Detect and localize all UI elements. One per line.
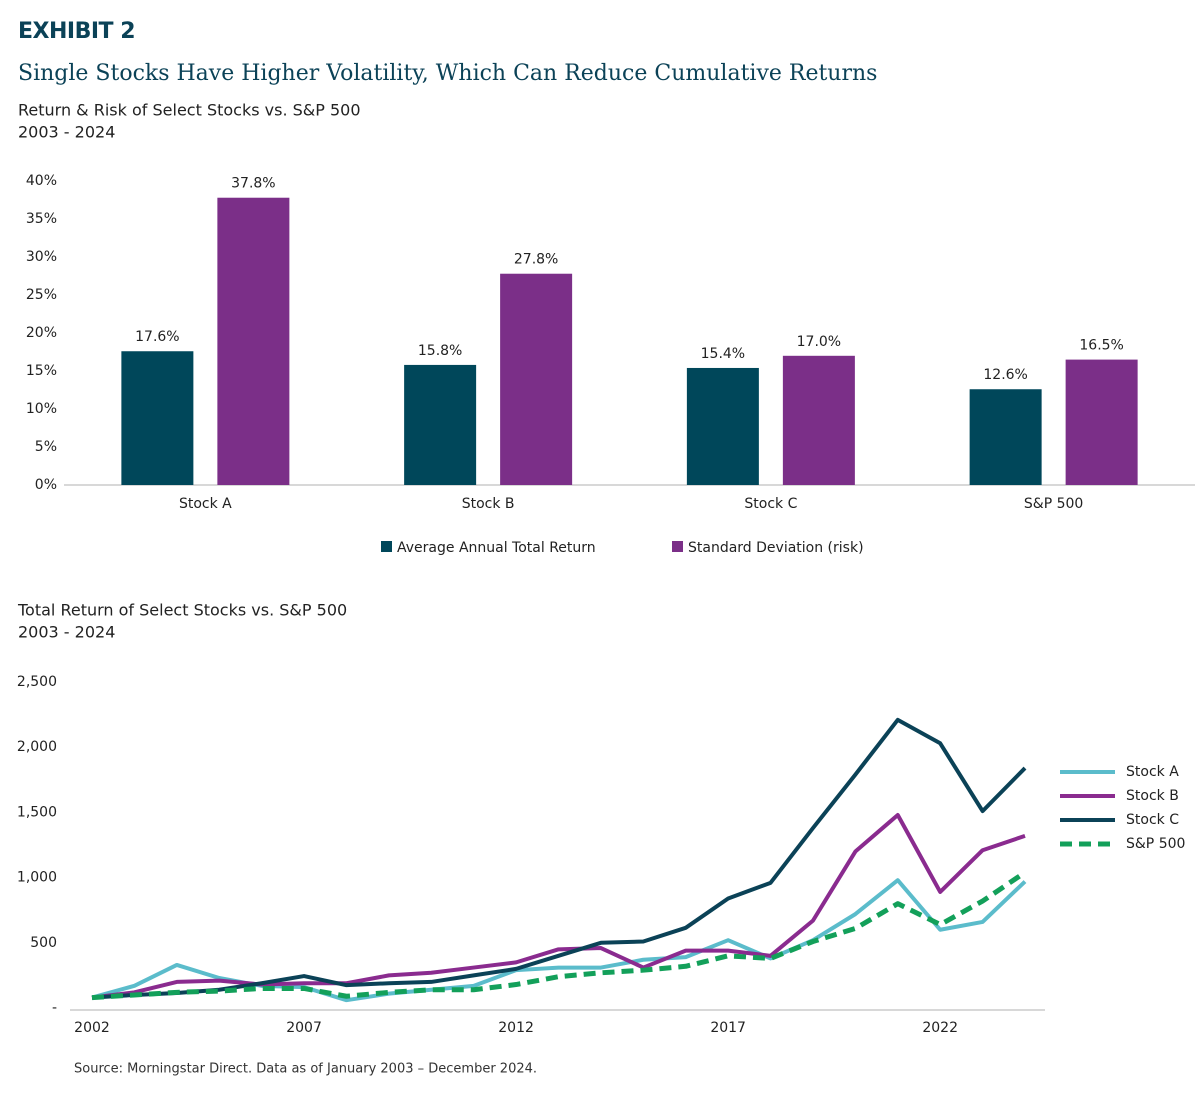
legend-swatch [672,541,683,552]
series-line [91,813,1026,1000]
series-line [91,717,1027,1000]
y-tick-label: 5% [35,439,57,455]
chart-title: Total Return of Select Stocks vs. S&P 50… [17,601,347,620]
data-label: 27.8% [514,252,558,268]
data-label: 15.4% [701,346,745,362]
data-label: 17.6% [135,329,179,345]
legend-label: Standard Deviation (risk) [688,540,864,556]
data-label: 37.8% [231,176,275,192]
y-tick-label: 0% [35,477,57,493]
x-tick-label: Stock B [462,496,515,512]
y-tick-label: 35% [26,211,57,227]
exhibit-label: EXHIBIT 2 [18,19,135,44]
x-tick-label: Stock A [179,496,232,512]
data-label: 12.6% [983,367,1027,383]
legend-label: S&P 500 [1126,836,1185,852]
bar [686,367,759,485]
data-label: 16.5% [1079,338,1123,354]
bar [121,351,194,485]
x-tick-label: 2017 [710,1020,746,1036]
page-title: Single Stocks Have Higher Volatility, Wh… [18,61,877,86]
y-tick-label: 1,500 [17,804,57,820]
y-tick-label: 15% [26,363,57,379]
legend-label: Average Annual Total Return [397,540,596,556]
x-tick-label: 2022 [922,1020,958,1036]
y-tick-label: 1,000 [17,870,57,886]
series-line [91,870,1027,1001]
x-tick-label: Stock C [744,496,797,512]
data-label: 17.0% [797,334,841,350]
chart-subtitle: 2003 - 2024 [18,623,115,642]
bar [1065,359,1138,485]
bar [782,355,855,485]
x-tick-label: 2012 [498,1020,534,1036]
legend-label: Stock A [1126,764,1179,780]
legend-label: Stock B [1126,788,1179,804]
legend-swatch [381,541,392,552]
y-tick-label: 40% [26,173,57,189]
y-tick-label: 500 [30,935,57,951]
y-tick-label: - [52,1000,57,1016]
y-tick-label: 20% [26,325,57,341]
chart-subtitle: 2003 - 2024 [18,123,115,142]
x-tick-label: 2007 [286,1020,322,1036]
bar [969,389,1042,485]
y-tick-label: 25% [26,287,57,303]
legend-label: Stock C [1126,812,1179,828]
y-tick-label: 2,500 [17,674,57,690]
source-note: Source: Morningstar Direct. Data as of J… [74,1062,537,1077]
bar [500,273,573,485]
y-tick-label: 30% [26,249,57,265]
chart-title: Return & Risk of Select Stocks vs. S&P 5… [18,101,361,120]
bar [404,364,477,485]
y-tick-label: 10% [26,401,57,417]
bar [217,197,290,485]
y-tick-label: 2,000 [17,739,57,755]
x-tick-label: 2002 [74,1020,110,1036]
x-tick-label: S&P 500 [1024,496,1083,512]
data-label: 15.8% [418,343,462,359]
